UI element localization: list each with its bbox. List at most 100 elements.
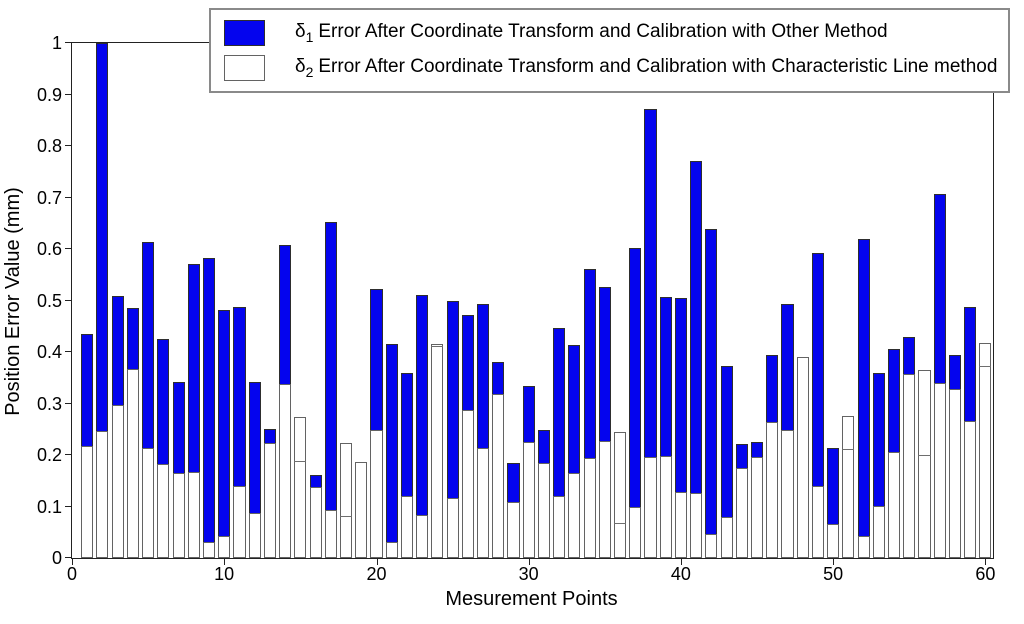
bar-delta2-point-9 [202,542,216,558]
bar-delta2-point-27 [476,448,490,558]
legend: δ1 Error After Coordinate Transform and C… [209,8,1010,93]
bar-delta2-point-48 [796,356,809,558]
bar-delta2-point-35 [598,441,611,558]
bar-delta2-point-59 [964,421,977,558]
bar-delta2-point-54 [887,451,901,558]
legend-text-delta1: δ1 Error After Coordinate Transform and C… [295,20,888,45]
bar-delta2-point-4 [126,369,139,558]
x-tick-label: 30 [518,564,539,584]
bar-delta2-point-55 [903,373,916,558]
bar-delta2-point-32 [553,496,566,558]
x-tick [376,558,378,565]
bar-delta1-point-17 [324,221,337,558]
bar-delta2-point-7 [172,472,185,558]
bar-delta2-point-15 [294,416,307,558]
bar-delta2-point-60 [979,343,992,558]
bar-delta2-point-14 [279,384,292,558]
x-tick [985,558,987,565]
hidden-blue-edge-point-15 [294,461,307,463]
hidden-blue-edge-point-60 [979,365,992,367]
y-tick [65,402,72,404]
bar-delta2-point-45 [750,457,764,558]
y-tick [65,351,72,352]
bar-delta2-point-28 [492,393,505,558]
y-tick [65,505,72,507]
bar-delta2-point-47 [781,430,794,558]
bar-delta2-point-31 [537,462,550,558]
y-tick-label: 0.5 [36,290,62,311]
y-tick-label: 0.7 [36,187,62,208]
hidden-blue-edge-point-24 [431,345,444,347]
x-tick-label: 50 [823,564,844,584]
y-tick [65,145,72,146]
x-tick-label: 20 [366,564,387,584]
x-tick [224,558,226,565]
x-tick [72,558,73,565]
bar-delta2-point-58 [948,389,961,558]
y-tick [65,557,72,558]
legend-item-delta1: δ1 Error After Coordinate Transform and C… [211,19,1008,46]
bar-delta2-point-5 [142,448,155,558]
y-tick [65,196,72,198]
bar-delta2-point-29 [507,501,520,558]
bar-delta2-point-17 [324,510,337,558]
x-tick [833,558,835,565]
y-tick-label: 0.3 [36,393,62,414]
y-tick [65,93,72,95]
legend-swatch-delta1 [224,19,265,46]
y-tick-label: 0.1 [36,496,62,517]
bar-delta2-point-3 [111,404,124,558]
bar-delta2-point-2 [96,431,109,558]
bar-delta2-point-46 [766,421,779,558]
bar-delta2-point-16 [309,487,322,558]
y-tick-label: 0.6 [36,239,62,259]
y-tick-label: 0.4 [36,342,62,362]
bar-delta1-point-9 [202,257,216,558]
bar-delta2-point-41 [690,493,703,558]
bar-delta2-point-10 [218,535,231,558]
bar-delta2-point-6 [157,464,170,558]
bar-delta1-point-21 [385,343,398,558]
legend-swatch-delta2 [224,55,265,82]
legend-text-delta2: δ2 Error After Coordinate Transform and C… [295,56,998,81]
x-tick-label: 60 [975,564,996,584]
bar-delta2-point-18 [339,442,353,558]
y-axis-label: Position Error Value (mm) [2,187,24,416]
x-tick-label: 10 [214,564,235,584]
bar-delta2-point-39 [659,456,672,558]
bar-delta2-point-25 [446,497,459,558]
bar-delta2-point-43 [720,516,733,558]
x-tick-label: 40 [670,564,691,584]
y-tick-label: 0.8 [36,136,62,156]
bar-delta2-point-57 [933,382,946,558]
hidden-blue-edge-point-36 [613,522,627,524]
bar-delta2-point-40 [674,491,687,558]
bar-delta2-point-50 [827,523,840,558]
bar-delta1-point-52 [857,239,870,558]
bar-delta2-point-36 [613,431,627,558]
bar-delta2-point-42 [705,533,718,558]
bar-delta2-point-21 [385,542,398,558]
bar-delta2-point-51 [842,415,855,558]
bar-delta1-point-10 [218,309,231,558]
hidden-blue-edge-point-18 [339,515,353,517]
bar-delta2-point-53 [872,505,885,558]
bar-delta2-point-44 [735,467,748,558]
y-tick [65,454,72,455]
x-tick-label: 0 [66,564,77,584]
x-tick [680,558,682,565]
bar-delta1-point-42 [705,229,718,558]
bar-delta2-point-22 [400,496,413,558]
y-tick-label: 0.2 [36,445,62,465]
bar-delta2-point-19 [355,461,368,558]
y-tick [65,299,72,301]
y-tick [65,42,72,43]
bar-delta2-point-34 [583,458,596,558]
hidden-blue-edge-point-56 [918,455,931,456]
bar-delta2-point-52 [857,535,870,558]
bar-delta2-point-12 [248,513,261,558]
bar-delta2-point-33 [568,473,581,558]
bar-delta2-point-11 [233,486,246,558]
bar-delta2-point-20 [370,430,383,558]
bar-delta2-point-24 [431,343,444,558]
